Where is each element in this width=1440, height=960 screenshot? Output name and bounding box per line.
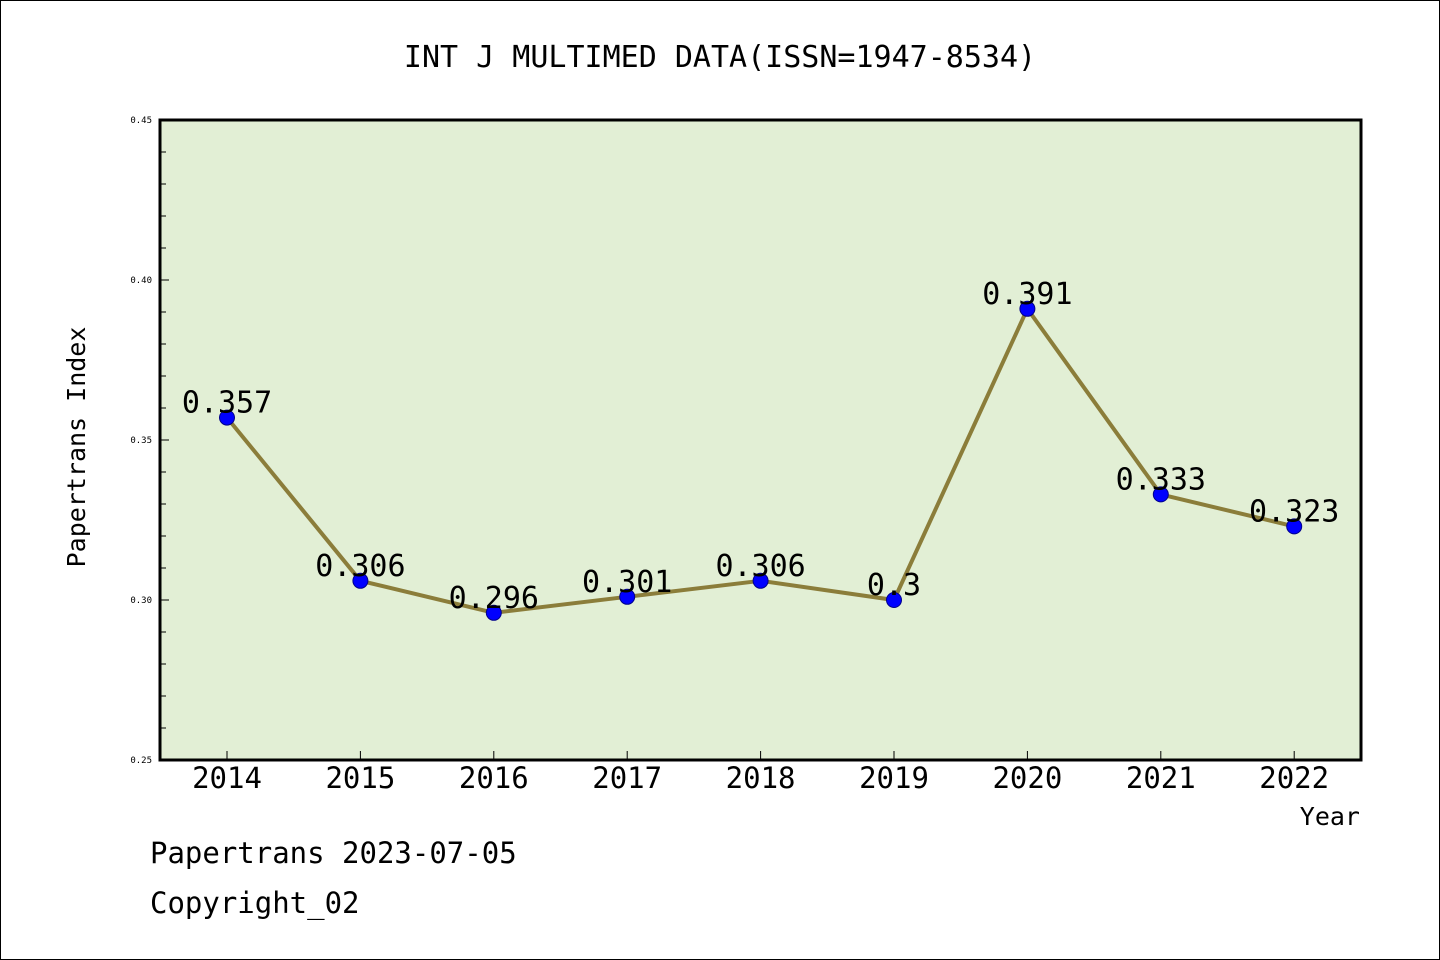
- y-axis-label: Papertrans Index: [62, 327, 91, 568]
- y-tick-label: 0.25: [130, 756, 152, 766]
- data-label: 0.3: [867, 568, 921, 603]
- x-tick-label: 2015: [325, 761, 395, 795]
- x-tick-label: 2019: [859, 761, 929, 795]
- series-group: 0.357 0.306 0.296 0.301 0.306 0.3 0.391 0.333 0.…: [182, 277, 1339, 621]
- plot-area: [158, 118, 1363, 762]
- y-tick-label: 0.35: [130, 436, 152, 446]
- data-label: 0.333: [1116, 462, 1206, 497]
- data-point: [1019, 300, 1036, 317]
- data-label: 0.306: [315, 549, 405, 584]
- data-point: [219, 409, 235, 426]
- y-tick-label: 0.45: [130, 116, 152, 126]
- x-tick-label: 2022: [1259, 761, 1329, 795]
- y-tick-label: 0.30: [130, 596, 152, 606]
- data-label: 0.323: [1249, 494, 1339, 529]
- data-label: 0.391: [982, 277, 1072, 312]
- data-label: 0.296: [449, 581, 539, 616]
- x-tick-label: 2021: [1126, 761, 1196, 795]
- footer-copyright: Copyright_02: [150, 886, 360, 920]
- x-tick-label: 2018: [726, 761, 796, 795]
- x-tick-label: 2020: [992, 761, 1062, 795]
- data-point: [886, 592, 902, 608]
- data-label: 0.357: [182, 386, 272, 421]
- y-tick-label: 0.40: [130, 276, 152, 286]
- data-point: [752, 572, 769, 589]
- data-point: [485, 604, 502, 621]
- x-tick-label: 2014: [192, 761, 262, 795]
- x-tick-label: 2017: [592, 761, 662, 795]
- data-point: [352, 572, 369, 589]
- x-tick-label: 2016: [459, 761, 529, 795]
- footer-date: Papertrans 2023-07-05: [150, 836, 517, 870]
- x-axis: 2014 2015 2016 2017 2018 2019 2020 2021 2022: [192, 751, 1329, 795]
- data-label: 0.306: [715, 549, 805, 584]
- chart-title: INT J MULTIMED DATA(ISSN=1947-8534): [404, 40, 1036, 75]
- y-axis: 0.25 0.30 0.35 0.40 0.45: [130, 116, 169, 766]
- data-point: [1152, 486, 1169, 503]
- data-point: [1286, 518, 1303, 535]
- data-label: 0.301: [582, 565, 672, 600]
- x-axis-label: Year: [1300, 802, 1360, 831]
- data-point: [619, 588, 636, 605]
